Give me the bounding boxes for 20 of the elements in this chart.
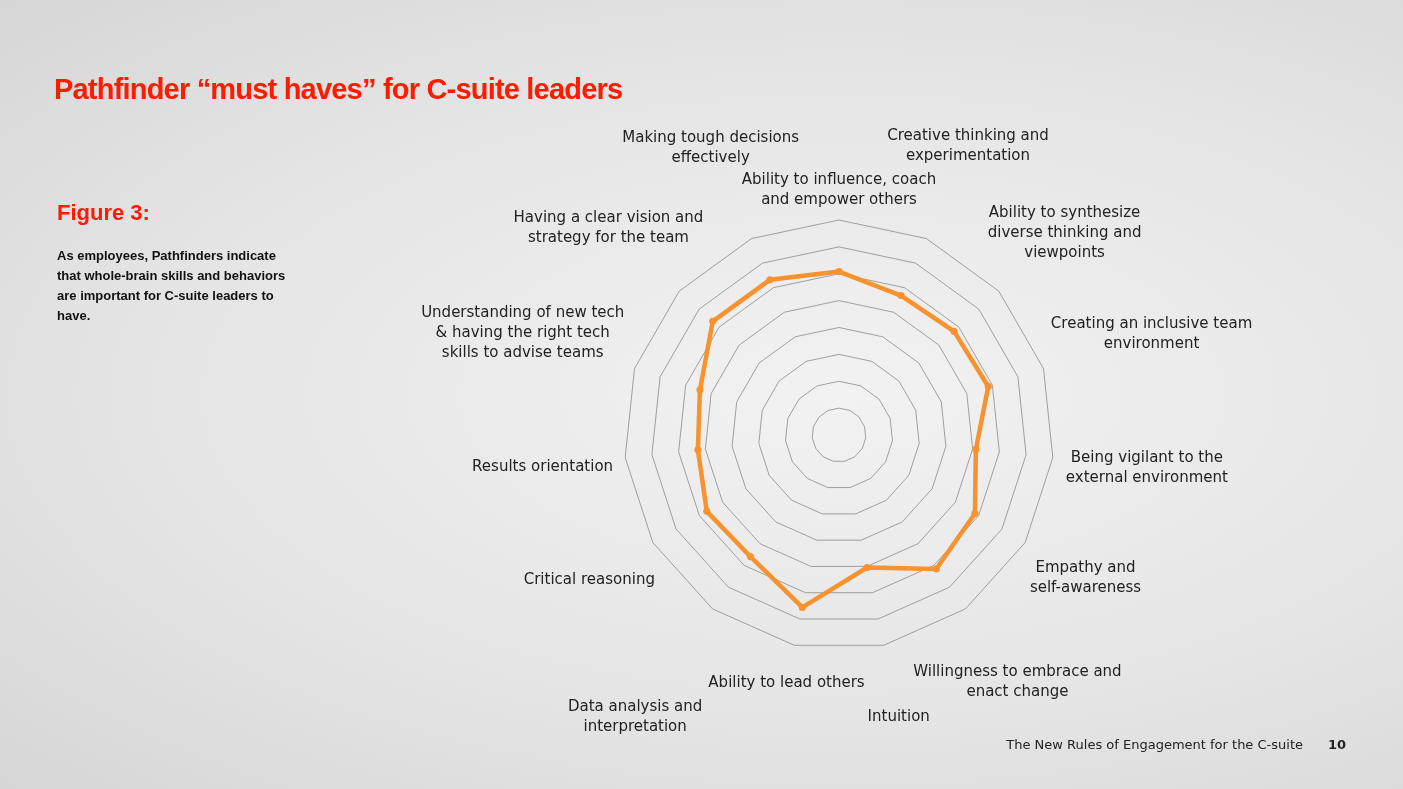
spoke-label: Ability to lead others: [708, 672, 865, 691]
spoke-label: Ability to synthesize diverse thinking and viewpoints: [987, 202, 1142, 261]
spoke-label: Being vigilant to the external environment: [1065, 448, 1228, 487]
spoke-label: Intuition: [867, 707, 930, 725]
spoke-label: Results orientation: [472, 457, 614, 476]
spoke-label: Having a clear vision and strategy for the team: [513, 208, 704, 247]
spoke-label: Empathy and self-awareness: [1029, 558, 1142, 597]
text: The New Rules of Engagement for the C-suite: [1005, 737, 1303, 752]
spoke-label: Critical reasoning: [523, 570, 655, 589]
spoke-label: Creating an inclusive team environment: [1050, 314, 1253, 353]
spoke-label: Willingness to embrace and enact change: [913, 661, 1122, 700]
spoke-label: Ability to influence, coach and empower others: [741, 170, 937, 208]
spoke-label: Making tough decisions effectively: [622, 127, 800, 166]
chart-title: Pathfinder “must haves” for C-suite leaders: [54, 73, 623, 105]
spoke-label: Creative thinking and experimentation: [887, 126, 1049, 165]
text: Figure 3:: [57, 200, 150, 225]
text: As employees, Pathfinders indicate that whole-brain skills and behaviors are important for C-suite leaders to have.: [57, 248, 286, 323]
spoke-label: Understanding of new tech & having the right tech skills to advise teams: [421, 303, 625, 362]
text: 10: [1327, 737, 1346, 752]
spoke-label: Data analysis and interpretation: [567, 696, 703, 735]
